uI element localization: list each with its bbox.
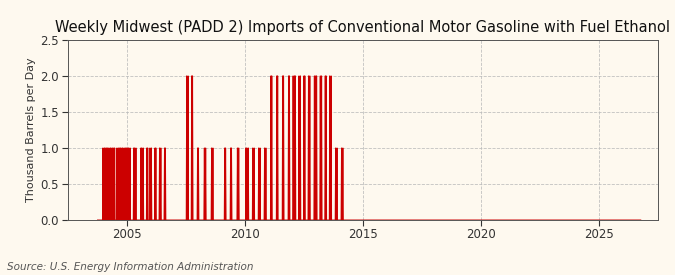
Title: Weekly Midwest (PADD 2) Imports of Conventional Motor Gasoline with Fuel Ethanol: Weekly Midwest (PADD 2) Imports of Conve… [55,20,670,35]
Text: Source: U.S. Energy Information Administration: Source: U.S. Energy Information Administ… [7,262,253,272]
Y-axis label: Thousand Barrels per Day: Thousand Barrels per Day [26,58,36,202]
